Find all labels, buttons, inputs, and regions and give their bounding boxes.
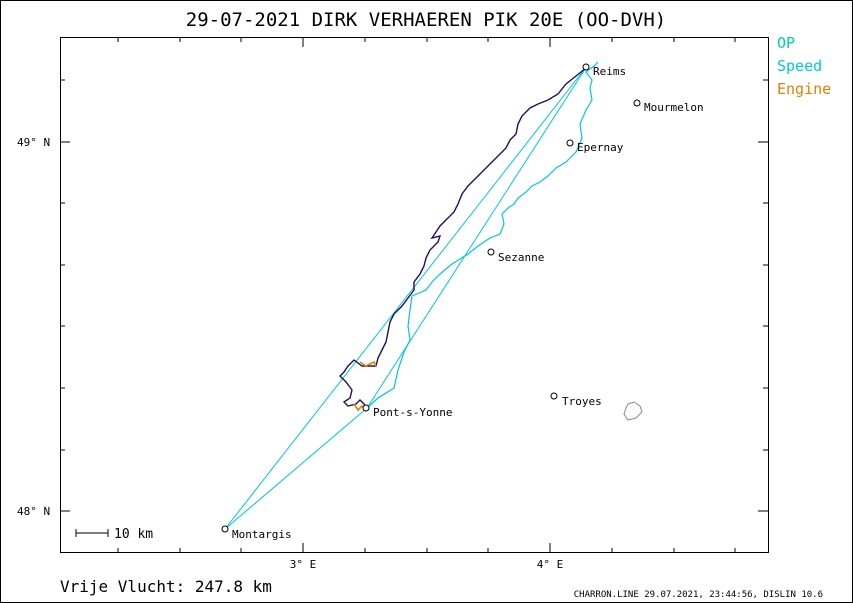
legend-op: OP — [777, 34, 795, 52]
place-label-reims: Reims — [593, 65, 626, 78]
place-label-troyes: Troyes — [562, 395, 602, 408]
place-label-epernay: Epernay — [577, 141, 624, 154]
legend-engine: Engine — [777, 80, 831, 98]
lon-label-3: 3° E — [290, 558, 317, 571]
op-triangle — [224, 65, 588, 530]
place-sezanne: Sezanne — [487, 248, 544, 264]
place-epernay: Epernay — [566, 139, 624, 154]
place-label-montargis: Montargis — [232, 528, 292, 541]
scale-bar-label: 10 km — [114, 527, 153, 542]
place-label-sezanne: Sezanne — [498, 251, 544, 264]
place-label-pont-s-yonne: Pont-s-Yonne — [373, 406, 452, 419]
speed-track — [366, 61, 599, 409]
main-track — [339, 67, 587, 411]
scale-bar: 10 km — [75, 527, 153, 542]
lat-label-48: 48° N — [17, 505, 50, 518]
place-label-mourmelon: Mourmelon — [644, 101, 704, 114]
lat-label-49: 49° N — [17, 136, 50, 149]
lon-label-4: 4° E — [537, 558, 564, 571]
place-reims: Reims — [582, 63, 626, 78]
legend-speed: Speed — [777, 57, 822, 75]
lake-outline — [623, 401, 643, 421]
axis-ticks — [60, 37, 768, 553]
place-pont-s-yonne: Pont-s-Yonne — [362, 404, 452, 419]
flight-title: 29-07-2021 DIRK VERHAEREN PIK 20E (OO-DV… — [186, 9, 666, 31]
distance-summary: Vrije Vlucht: 247.8 km — [60, 577, 272, 596]
place-mourmelon: Mourmelon — [633, 99, 704, 114]
map-frame — [60, 37, 769, 553]
engine-segment-1 — [359, 360, 377, 367]
place-troyes: Troyes — [550, 392, 602, 408]
place-montargis: Montargis — [221, 525, 292, 541]
credit-line: CHARRON.LINE 29.07.2021, 23:44:56, DISLI… — [574, 590, 823, 600]
